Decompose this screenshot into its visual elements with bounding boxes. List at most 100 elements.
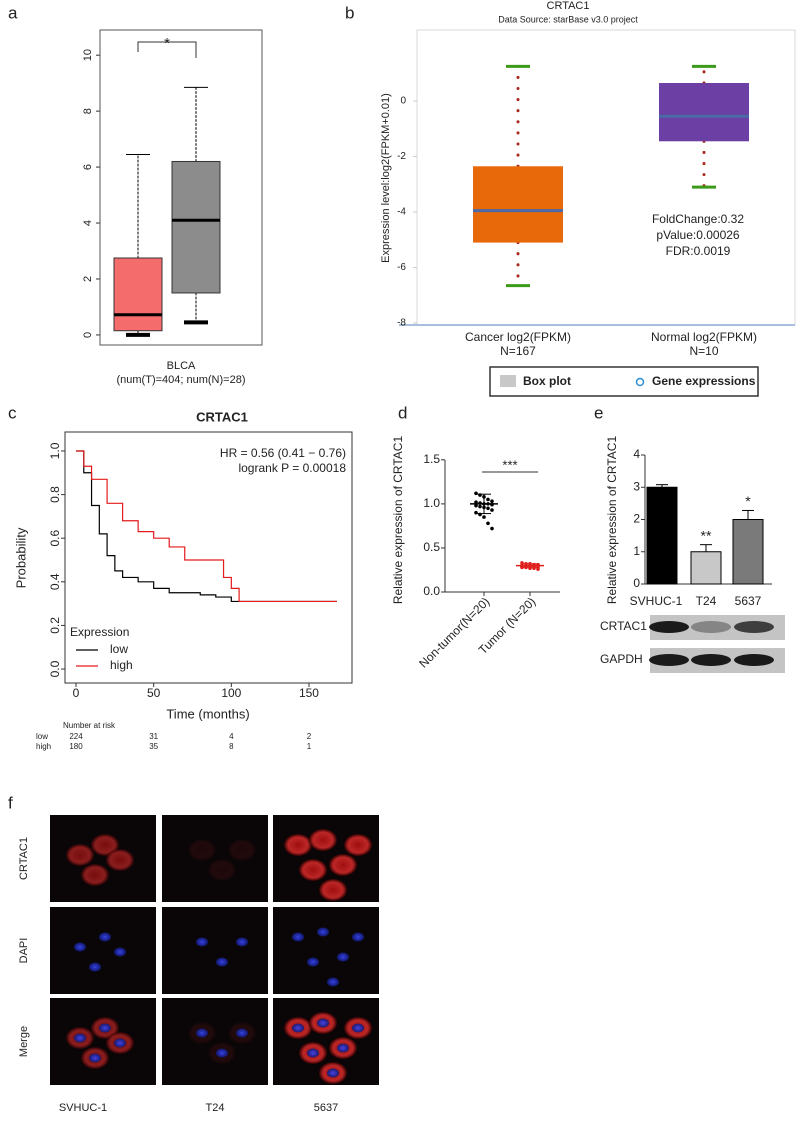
chart-title: CRTAC1 [547, 0, 590, 12]
y-label: Relative expression of CRTAC1 [605, 436, 619, 605]
nucleus [327, 977, 339, 987]
column-label: 5637 [314, 1102, 338, 1114]
y-tick-label: 1 [633, 544, 640, 558]
cell [228, 839, 256, 861]
legend-swatch [500, 375, 516, 387]
y-tick-label: 6 [82, 164, 94, 170]
row-label: Merge [18, 1026, 30, 1057]
legend-label: low [110, 642, 128, 656]
y-tick-label: -6 [397, 262, 406, 273]
y-label: Probability [13, 527, 28, 588]
annotation: FDR:0.0019 [666, 244, 731, 258]
data-point [490, 499, 494, 504]
microscopy-grid: CRTAC1 DAPI Merge SVHUC-1 T24 5637 [18, 815, 379, 1114]
bar [646, 486, 678, 585]
cell [299, 859, 327, 881]
nucleus [292, 932, 304, 942]
risk-value: 31 [149, 732, 158, 741]
cell [344, 834, 372, 856]
risk-row-label: high [36, 742, 51, 751]
blot-band [734, 654, 774, 666]
nucleus [74, 1033, 86, 1043]
significance-label: ** [701, 527, 712, 543]
blot-label: CRTAC1 [600, 619, 647, 633]
data-point [520, 561, 524, 565]
nucleus [352, 1023, 364, 1033]
cell [66, 844, 94, 866]
nucleus [216, 1048, 228, 1058]
y-label: Relative expression of CRTAC1 [391, 436, 405, 605]
micrograph [162, 998, 268, 1085]
x-tick-label: SVHUC-1 [630, 594, 683, 608]
blot-band [734, 621, 774, 633]
risk-value: 35 [149, 742, 158, 751]
y-tick-label: -4 [397, 207, 406, 218]
x-tick-label: 0 [73, 686, 80, 700]
blot-band [691, 654, 731, 666]
risk-value: 8 [229, 742, 234, 751]
x-label: Time (months) [166, 706, 249, 721]
nucleus [216, 957, 228, 967]
nucleus [352, 932, 364, 942]
data-point [474, 500, 478, 504]
nucleus [337, 1043, 349, 1053]
risk-value: 4 [229, 732, 234, 741]
y-tick-label: 4 [633, 447, 640, 461]
y-tick-label: 1.5 [423, 452, 440, 466]
annotation: logrank P = 0.00018 [238, 461, 346, 475]
y-tick-label: -8 [397, 318, 406, 329]
nucleus [236, 1028, 248, 1038]
x-label: BLCA [167, 360, 196, 372]
y-tick-label: 0.0 [423, 584, 440, 598]
blot-band [649, 621, 689, 633]
legend-label: Gene expressions [652, 374, 756, 388]
data-point [486, 521, 490, 526]
box [473, 166, 563, 243]
y-tick-label: -2 [397, 151, 406, 162]
cell [284, 834, 312, 856]
data-point [490, 508, 494, 512]
x-tick-label: N=167 [500, 344, 536, 358]
chart-subtitle: Data Source: starBase v3.0 project [498, 14, 638, 24]
micrograph [273, 907, 379, 994]
nucleus [236, 937, 248, 947]
row-label: DAPI [18, 938, 30, 964]
box [659, 83, 749, 142]
cell [208, 859, 236, 881]
micrograph [162, 907, 268, 994]
cell [309, 829, 337, 851]
data-point [486, 506, 490, 511]
data-point [490, 526, 494, 531]
y-tick-label: 0.0 [48, 660, 62, 677]
x-tick-label: 5637 [735, 594, 762, 608]
y-tick-label: 2 [82, 276, 94, 282]
nucleus [114, 1038, 126, 1048]
chart-title: CRTAC1 [196, 409, 248, 424]
significance-label: * [164, 35, 170, 52]
nucleus [99, 932, 111, 942]
significance-label: * [745, 493, 751, 509]
bar [690, 551, 722, 585]
x-tick-label: Normal log2(FPKM) [651, 330, 757, 344]
x-tick-label: Cancer log2(FPKM) [465, 330, 571, 344]
nucleus [74, 942, 86, 952]
plot-frame [99, 29, 263, 346]
survival-curve [76, 450, 337, 603]
micrograph [50, 907, 156, 994]
panel-label: a [8, 3, 18, 22]
significance-bracket [137, 41, 197, 58]
risk-value: 1 [307, 742, 312, 751]
legend-swatch [635, 377, 645, 387]
annotation: HR = 0.56 (0.41 − 0.76) [220, 446, 346, 460]
nucleus [196, 937, 208, 947]
x-note: (num(T)=404; num(N)=28) [117, 374, 246, 386]
nucleus [89, 962, 101, 972]
cell [329, 854, 357, 876]
panel-label: f [8, 793, 13, 812]
nucleus [196, 1028, 208, 1038]
legend-title: Expression [70, 625, 129, 639]
y-tick-label: 1.0 [48, 442, 62, 459]
nucleus [292, 1023, 304, 1033]
nucleus [114, 947, 126, 957]
